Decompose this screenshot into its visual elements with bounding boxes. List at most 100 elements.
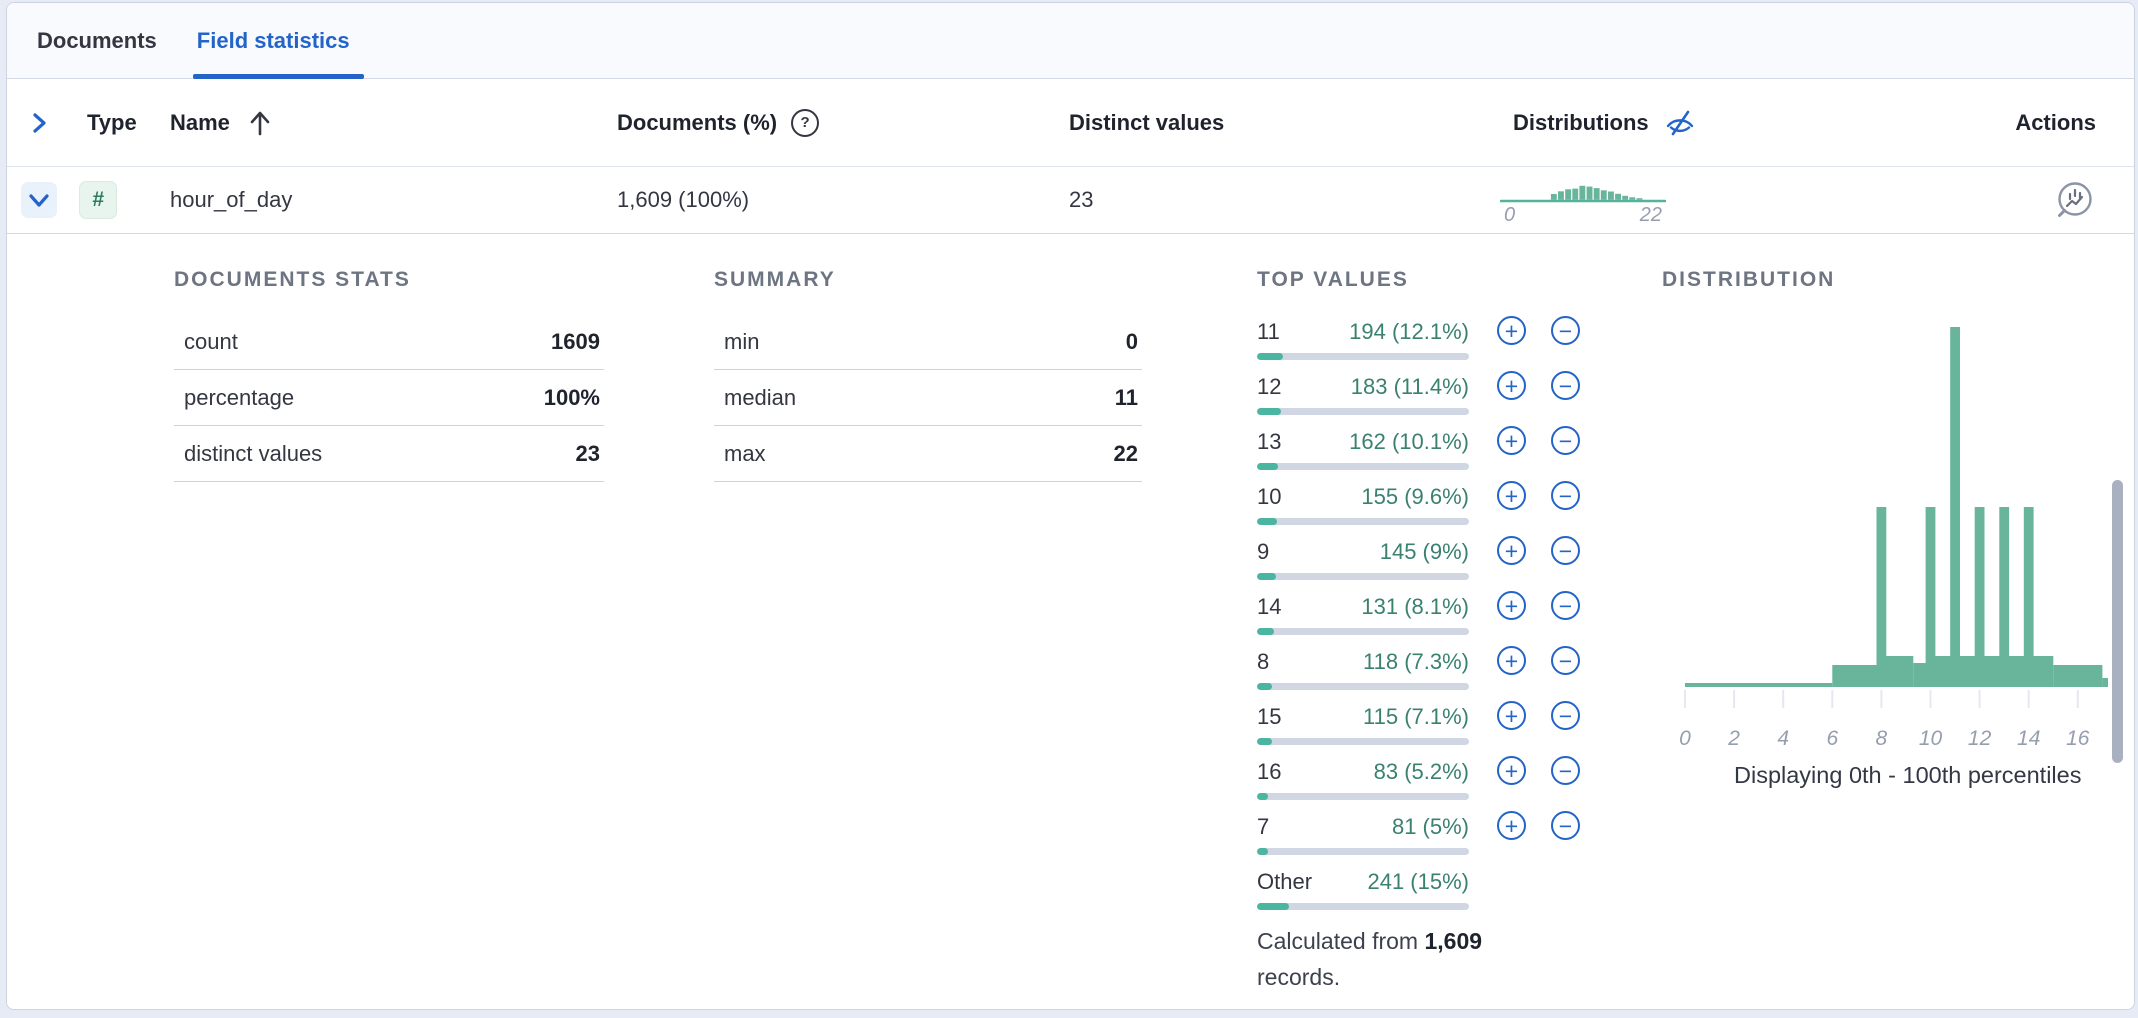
filter-for-value-button[interactable]: + xyxy=(1497,536,1526,565)
top-value-progress xyxy=(1257,408,1469,415)
stats-value: 22 xyxy=(1113,440,1138,466)
top-value-row: 10 155 (9.6%) + − xyxy=(1257,481,1580,525)
filter-for-value-button[interactable]: + xyxy=(1497,756,1526,785)
explore-field-stats-icon[interactable] xyxy=(2054,179,2096,221)
top-value-row: 12 183 (11.4%) + − xyxy=(1257,371,1580,415)
filter-out-value-button[interactable]: − xyxy=(1551,536,1580,565)
summary-title: SUMMARY xyxy=(714,268,836,291)
top-value-progress-fill xyxy=(1257,903,1289,910)
x-axis-tick-label: 14 xyxy=(2017,727,2040,750)
filter-out-value-button[interactable]: − xyxy=(1551,481,1580,510)
top-value-progress-fill xyxy=(1257,463,1279,470)
top-value-progress xyxy=(1257,463,1469,470)
stats-value: 11 xyxy=(1114,384,1138,410)
stats-label: median xyxy=(724,384,797,410)
collapse-row-button[interactable] xyxy=(21,182,57,218)
top-value-row: Other 241 (15%) xyxy=(1257,868,1469,910)
stats-row: count 1609 xyxy=(174,314,604,370)
sparkline-max-label: 22 xyxy=(1639,203,1662,226)
filter-for-value-button[interactable]: + xyxy=(1497,481,1526,510)
x-axis-tick-label: 16 xyxy=(2066,727,2090,750)
sort-ascending-icon xyxy=(250,111,270,135)
records-count: 1,609 xyxy=(1424,928,1483,954)
eye-closed-icon[interactable] xyxy=(1663,107,1697,139)
header-type: Type xyxy=(87,109,137,135)
top-value-row: 11 194 (12.1%) + − xyxy=(1257,316,1580,360)
tab-documents[interactable]: Documents xyxy=(37,27,157,53)
top-values-list: 11 194 (12.1%) + −12 183 (11.4%) + −13 162 (10.… xyxy=(1257,316,1587,910)
filter-out-value-button[interactable]: − xyxy=(1551,811,1580,840)
expanded-field-details: DOCUMENTS STATS count 1609 percentage 100% d… xyxy=(7,234,2134,1009)
table-header-row: Type Name Documents (%) ? Distinct value… xyxy=(7,79,2134,167)
filter-for-value-button[interactable]: + xyxy=(1497,371,1526,400)
stats-label: min xyxy=(724,328,760,354)
filter-out-value-button[interactable]: − xyxy=(1551,701,1580,730)
stats-value: 0 xyxy=(1125,328,1138,354)
filter-out-value-button[interactable]: − xyxy=(1551,646,1580,675)
top-value-progress xyxy=(1257,518,1469,525)
filter-for-value-button[interactable]: + xyxy=(1497,316,1526,345)
number-type-icon: # xyxy=(79,181,117,219)
top-value-count: 118 (7.3%) xyxy=(1363,649,1469,674)
top-value-label: 11 xyxy=(1257,319,1280,344)
top-value-count: 83 (5.2%) xyxy=(1373,759,1469,784)
filter-for-value-button[interactable]: + xyxy=(1497,591,1526,620)
top-value-label: 13 xyxy=(1257,429,1282,454)
filter-for-value-button[interactable]: + xyxy=(1497,426,1526,455)
top-value-progress xyxy=(1257,628,1469,635)
filter-for-value-button[interactable]: + xyxy=(1497,811,1526,840)
x-axis-tick-label: 6 xyxy=(1826,727,1838,750)
stats-value: 23 xyxy=(575,440,600,466)
stats-row: min 0 xyxy=(714,314,1142,370)
top-value-label: 7 xyxy=(1257,814,1270,839)
top-value-label: 15 xyxy=(1257,704,1282,729)
stats-row: percentage 100% xyxy=(174,370,604,426)
top-value-row: 8 118 (7.3%) + − xyxy=(1257,646,1580,690)
header-name[interactable]: Name xyxy=(160,110,607,136)
field-name: hour_of_day xyxy=(170,187,293,212)
tab-bar: Documents Field statistics xyxy=(7,3,2134,79)
top-value-progress-fill xyxy=(1257,738,1273,745)
top-value-progress-fill xyxy=(1257,683,1273,690)
filter-out-value-button[interactable]: − xyxy=(1551,316,1580,345)
x-axis-tick-label: 0 xyxy=(1679,727,1691,750)
header-actions: Actions xyxy=(2015,109,2096,135)
top-value-label: 8 xyxy=(1257,649,1270,674)
top-value-progress-fill xyxy=(1257,408,1282,415)
stats-row: max 22 xyxy=(714,426,1142,482)
top-value-count: 155 (9.6%) xyxy=(1361,484,1469,509)
tab-field-statistics[interactable]: Field statistics xyxy=(192,3,364,79)
filter-for-value-button[interactable]: + xyxy=(1497,701,1526,730)
summary-table: min 0 median 11 max 22 xyxy=(714,314,1142,482)
documents-stats-section: DOCUMENTS STATS count 1609 percentage 100% d… xyxy=(174,268,604,482)
stats-label: max xyxy=(724,440,766,466)
stats-value: 100% xyxy=(543,384,600,410)
top-value-row: 15 115 (7.1%) + − xyxy=(1257,701,1580,745)
filter-out-value-button[interactable]: − xyxy=(1551,426,1580,455)
top-value-label: 16 xyxy=(1257,759,1282,784)
filter-out-value-button[interactable]: − xyxy=(1551,371,1580,400)
filter-out-value-button[interactable]: − xyxy=(1551,756,1580,785)
field-row-hour-of-day: # hour_of_day 1,609 (100%) 23 0 22 xyxy=(7,167,2134,234)
top-value-progress xyxy=(1257,903,1469,910)
top-value-count: 115 (7.1%) xyxy=(1363,704,1469,729)
field-distinct-values: 23 xyxy=(1069,187,1094,212)
top-value-count: 131 (8.1%) xyxy=(1361,594,1469,619)
top-value-count: 194 (12.1%) xyxy=(1349,319,1469,344)
filter-out-value-button[interactable]: − xyxy=(1551,591,1580,620)
stats-label: count xyxy=(184,328,238,354)
expand-all-button[interactable] xyxy=(21,105,57,141)
top-values-section: TOP VALUES 11 194 (12.1%) + −12 183 (11.4%) +… xyxy=(1257,268,1587,995)
top-value-count: 241 (15%) xyxy=(1367,869,1469,894)
mini-distribution-sparkline: 0 22 xyxy=(1500,174,1666,227)
top-value-progress xyxy=(1257,683,1469,690)
top-value-label: 9 xyxy=(1257,539,1270,564)
vertical-scrollbar[interactable] xyxy=(2112,480,2123,763)
sparkline-min-label: 0 xyxy=(1504,203,1516,226)
x-axis-tick-label: 12 xyxy=(1968,727,1992,750)
documents-stats-title: DOCUMENTS STATS xyxy=(174,268,411,291)
filter-for-value-button[interactable]: + xyxy=(1497,646,1526,675)
stats-value: 1609 xyxy=(551,328,600,354)
help-icon[interactable]: ? xyxy=(791,108,820,137)
summary-section: SUMMARY min 0 median 11 max 22 xyxy=(714,268,1142,482)
